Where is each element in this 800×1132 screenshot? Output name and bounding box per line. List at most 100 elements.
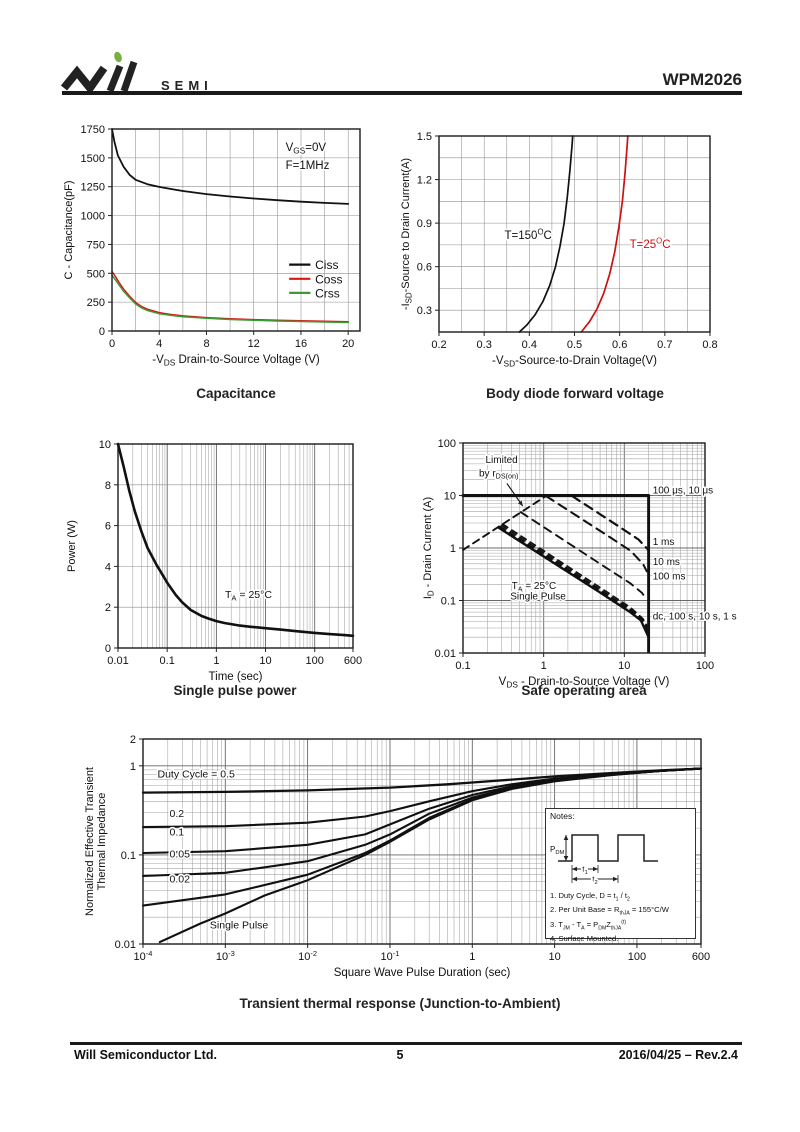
x-tick-label: 10: [618, 660, 630, 672]
brand-suffix-label: SEMI: [161, 78, 213, 93]
series-1ms: [571, 494, 649, 551]
x-tick-label: 100: [696, 660, 714, 672]
single-pulse-power-y-axis-label: Power (W): [66, 520, 78, 572]
x-tick-label: 100: [306, 655, 324, 667]
capacitance-chart: 0 4 8 12 16 20 0 250 500 750 1000 1250 1500 1750 -VDS …: [63, 124, 361, 368]
body-diode-x-axis-label: -VSD-Source-to-Drain Voltage(V): [492, 355, 657, 369]
chart-annotation: Duty Cycle = 0.5: [158, 769, 235, 781]
note-line-1: 1. Duty Cycle, D = t1 / t2: [550, 891, 630, 903]
y-tick-label: 0.1: [121, 850, 136, 862]
y-tick-label: 0: [105, 643, 111, 655]
chart-annotation: Limited: [486, 455, 518, 466]
y-tick-label: 2: [105, 602, 111, 614]
chart-annotation: Single Pulse: [210, 919, 269, 931]
y-tick-label: 0.1: [441, 596, 456, 608]
chart-annotation: 0.05: [170, 848, 191, 860]
x-tick-label: 1: [469, 951, 475, 963]
x-tick-label: 10: [548, 951, 560, 963]
chart-annotation: 10 ms: [653, 557, 680, 568]
x-tick-label: 10-3: [216, 949, 235, 963]
series-10s: [500, 524, 649, 631]
body-diode-grid: [439, 136, 710, 332]
x-tick-label: 8: [203, 338, 209, 350]
chart-annotation: 1 ms: [653, 537, 675, 548]
x-tick-label: 10-2: [298, 949, 317, 963]
x-tick-label: 0.2: [431, 339, 446, 351]
thermal-plot-border: [142, 738, 702, 945]
note-line-2: 2. Per Unit Base = RthJA = 155°C/W: [550, 905, 669, 917]
chart-annotation: TA = 25°C: [512, 581, 557, 593]
body-diode-series: [518, 135, 629, 333]
body-diode-y-axis-label: -ISD-Source to Drain Current(A): [400, 158, 413, 310]
chart-annotation: 0.1: [170, 827, 185, 839]
x-tick-label: 1: [541, 660, 547, 672]
x-tick-label: 600: [692, 951, 710, 963]
single-pulse-power-grid: [118, 444, 353, 648]
y-tick-label: 0.01: [435, 648, 456, 660]
x-tick-label: 1: [213, 655, 219, 667]
x-tick-label: 100: [628, 951, 646, 963]
capacitance-plot-border: [111, 128, 361, 332]
legend-label: Ciss: [315, 258, 338, 272]
x-tick-label: 0.6: [612, 339, 627, 351]
x-tick-label: 0: [109, 338, 115, 350]
note-line-3: 3. TJM - TA = PDMZthJA(t): [550, 919, 627, 932]
leaf-icon: [114, 51, 122, 63]
legend-label: Crss: [315, 286, 340, 300]
x-tick-label: 10-4: [134, 949, 153, 963]
thermal-x-axis-label: Square Wave Pulse Duration (sec): [334, 967, 511, 979]
series-T=25C: [580, 135, 629, 333]
single-pulse-power-plot-border: [117, 443, 354, 649]
capacitance-y-axis-label: C - Capacitance(pF): [63, 180, 75, 279]
soa-series: [461, 494, 651, 654]
x-tick-label: 0.8: [702, 339, 717, 351]
chart-annotation: Single Pulse: [510, 591, 566, 602]
chart-annotation: dc, 100 s, 10 s, 1 s: [653, 612, 737, 623]
y-tick-label: 0.01: [115, 939, 136, 951]
notes-waveform-diagram: PDM t1 t2: [550, 834, 658, 887]
single-pulse-power-title: Single pulse power: [173, 683, 297, 698]
y-tick-label: 1.5: [417, 131, 432, 143]
y-tick-label: 1500: [81, 153, 105, 165]
x-tick-label: 4: [156, 338, 162, 350]
chart-annotation: T=150OC: [505, 228, 552, 242]
chart-annotation: F=1MHz: [286, 160, 330, 172]
capacitance-x-axis-label: -VDS Drain-to-Source Voltage (V): [152, 354, 320, 368]
single-pulse-power-series: [116, 442, 355, 638]
capacitance-grid: [112, 129, 360, 331]
y-tick-label: 8: [105, 480, 111, 492]
chart-annotation: T=25OC: [630, 236, 671, 250]
pulse-waveform: [558, 834, 658, 862]
series-10ms: [545, 495, 648, 573]
thermal-series: [141, 767, 703, 944]
capacitance-title: Capacitance: [196, 386, 276, 401]
series-100s: [499, 525, 649, 633]
single-pulse-power-x-axis-label: Time (sec): [209, 671, 263, 683]
logo-slash1: [106, 64, 124, 93]
series-single-pulse-power: [116, 442, 355, 638]
x-tick-label: 0.4: [522, 339, 537, 351]
soa-title: Safe operating area: [521, 683, 647, 698]
x-tick-label: 10-1: [381, 949, 400, 963]
x-tick-label: 0.7: [657, 339, 672, 351]
x-tick-label: 20: [342, 338, 354, 350]
x-tick-label: 600: [344, 655, 362, 667]
series-T=150C: [518, 135, 574, 333]
chart-annotation: by rDS(on): [479, 469, 518, 481]
series-rdson-limit: [462, 495, 547, 551]
footer-company: Will Semiconductor Ltd.: [74, 1048, 217, 1062]
y-tick-label: 100: [438, 438, 456, 450]
chart-annotation: 100 μs, 10 μs: [653, 485, 713, 496]
logo-w-stroke: [60, 65, 108, 95]
chart-annotation: TA = 25°C: [225, 589, 272, 602]
series-100ms: [519, 511, 647, 600]
capacitance-series: [111, 128, 350, 324]
y-tick-label: 6: [105, 521, 111, 533]
notes-title: Notes:: [550, 811, 575, 821]
logo-slash2: [120, 60, 138, 93]
series-Crss: [111, 274, 349, 324]
series-dc: [497, 526, 650, 638]
y-tick-label: 0.9: [417, 218, 432, 230]
series-package-limit-100us-10us: [461, 494, 651, 654]
